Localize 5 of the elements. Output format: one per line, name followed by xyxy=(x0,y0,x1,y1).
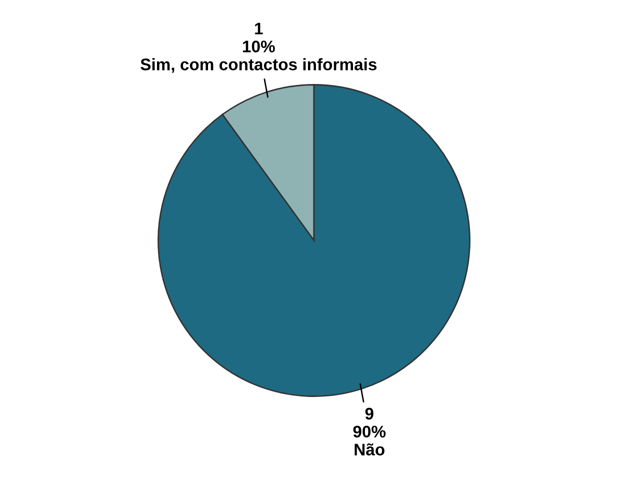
data-label: 1 10% xyxy=(243,22,275,52)
data-label: 9 90% xyxy=(353,408,386,438)
slice-label: Sim, com contactos informais xyxy=(140,58,377,73)
pie-slice xyxy=(158,84,470,397)
slice-label: Não xyxy=(354,443,384,456)
